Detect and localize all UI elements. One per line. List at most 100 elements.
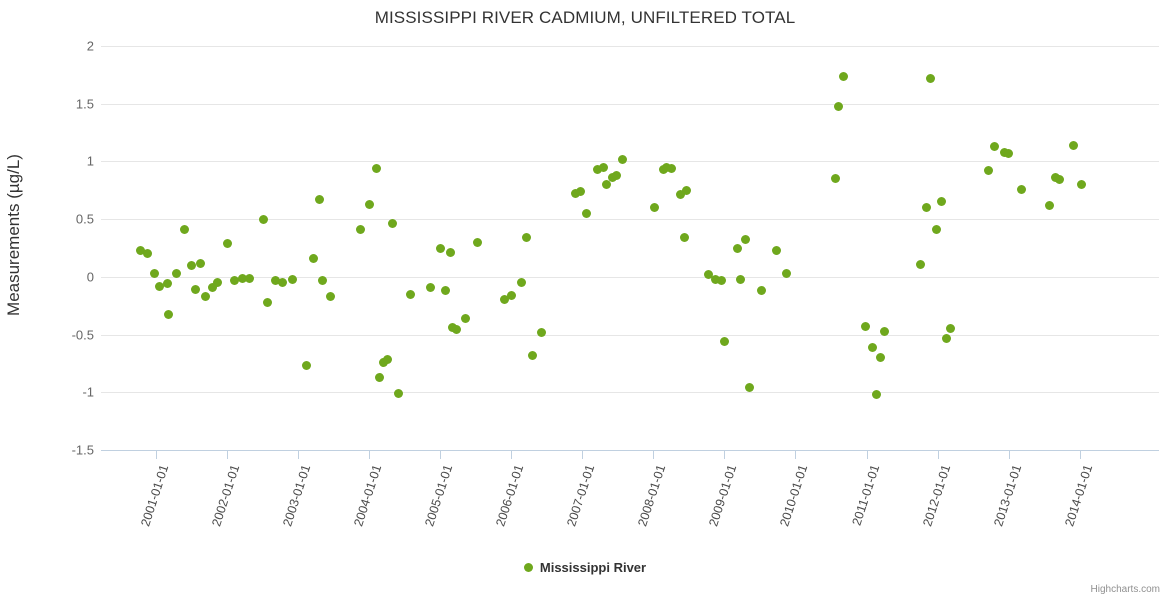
data-point[interactable] [536,327,546,337]
data-point[interactable] [570,189,580,199]
data-point[interactable] [270,275,280,285]
data-point[interactable] [259,214,269,224]
data-point[interactable] [187,260,197,270]
data-point[interactable] [593,165,603,174]
data-point[interactable] [717,275,727,285]
data-point[interactable] [915,259,925,269]
data-point[interactable] [719,336,729,346]
data-point[interactable] [876,353,886,363]
data-point[interactable] [222,238,232,248]
data-point[interactable] [1004,148,1014,158]
data-point[interactable] [871,390,881,400]
data-point[interactable] [522,233,532,243]
data-point[interactable] [309,253,319,263]
data-point[interactable] [263,297,273,307]
data-point[interactable] [383,355,393,365]
data-point[interactable] [681,185,691,195]
data-point[interactable] [675,190,685,200]
data-point[interactable] [172,268,182,278]
legend-item-mississippi-river[interactable]: Mississippi River [523,560,646,575]
data-point[interactable] [576,186,586,196]
data-point[interactable] [201,291,211,301]
data-point[interactable] [732,243,742,253]
data-point[interactable] [155,281,165,291]
data-point[interactable] [163,310,173,320]
data-point[interactable] [405,289,415,299]
data-point[interactable] [394,388,404,398]
data-point[interactable] [499,295,509,305]
data-point[interactable] [388,219,398,229]
data-point[interactable] [925,73,935,83]
data-point[interactable] [364,199,374,209]
data-point[interactable] [772,245,782,255]
data-point[interactable] [425,282,435,292]
data-point[interactable] [1045,200,1055,210]
data-point[interactable] [461,313,471,323]
data-point[interactable] [741,235,751,245]
data-point[interactable] [135,245,145,255]
data-point[interactable] [1069,140,1079,150]
data-point[interactable] [435,243,445,253]
x-axis-line [101,450,1159,451]
data-point[interactable] [650,203,660,213]
data-point[interactable] [1016,184,1026,194]
data-point[interactable] [756,286,766,296]
data-point[interactable] [528,350,538,360]
data-point[interactable] [208,282,218,292]
data-point[interactable] [582,208,592,218]
data-point[interactable] [245,273,255,283]
gridline [101,219,1159,221]
data-point[interactable] [745,383,755,393]
data-point[interactable] [601,180,611,189]
data-point[interactable] [472,237,482,247]
data-point[interactable] [617,154,627,164]
data-point[interactable] [191,285,201,295]
data-point[interactable] [611,170,621,180]
data-point[interactable] [287,274,297,284]
data-point[interactable] [441,286,451,296]
data-point[interactable] [314,195,324,205]
data-point[interactable] [984,166,994,176]
data-point[interactable] [704,270,714,280]
data-point[interactable] [371,163,381,173]
data-point[interactable] [212,278,222,288]
data-point[interactable] [921,203,931,213]
data-point[interactable] [452,325,462,335]
data-point[interactable] [506,290,516,300]
data-point[interactable] [195,258,205,268]
data-point[interactable] [238,273,248,283]
data-point[interactable] [1055,175,1065,185]
data-point[interactable] [302,361,312,371]
data-point[interactable] [833,101,843,111]
data-point[interactable] [150,268,160,278]
data-point[interactable] [711,274,721,284]
data-point[interactable] [680,233,690,243]
data-point[interactable] [661,162,671,172]
data-point[interactable] [277,278,287,288]
data-point[interactable] [179,225,189,235]
data-point[interactable] [229,275,239,285]
data-point[interactable] [860,321,870,331]
data-point[interactable] [931,225,941,235]
data-point[interactable] [445,248,455,258]
data-point[interactable] [735,274,745,284]
data-point[interactable] [880,326,890,336]
data-point[interactable] [356,225,366,235]
data-point[interactable] [325,291,335,301]
data-point[interactable] [162,279,172,289]
data-point[interactable] [374,372,384,382]
data-point[interactable] [142,249,152,259]
data-point[interactable] [599,162,609,172]
data-point[interactable] [839,71,849,81]
data-point[interactable] [830,174,840,184]
data-point[interactable] [937,197,947,207]
data-point[interactable] [1076,180,1086,189]
data-point[interactable] [516,278,526,288]
data-point[interactable] [318,275,328,285]
data-point[interactable] [945,324,955,334]
data-point[interactable] [989,141,999,151]
data-point[interactable] [941,333,951,343]
data-point[interactable] [667,163,677,173]
data-point[interactable] [867,342,877,352]
data-point[interactable] [782,268,792,278]
